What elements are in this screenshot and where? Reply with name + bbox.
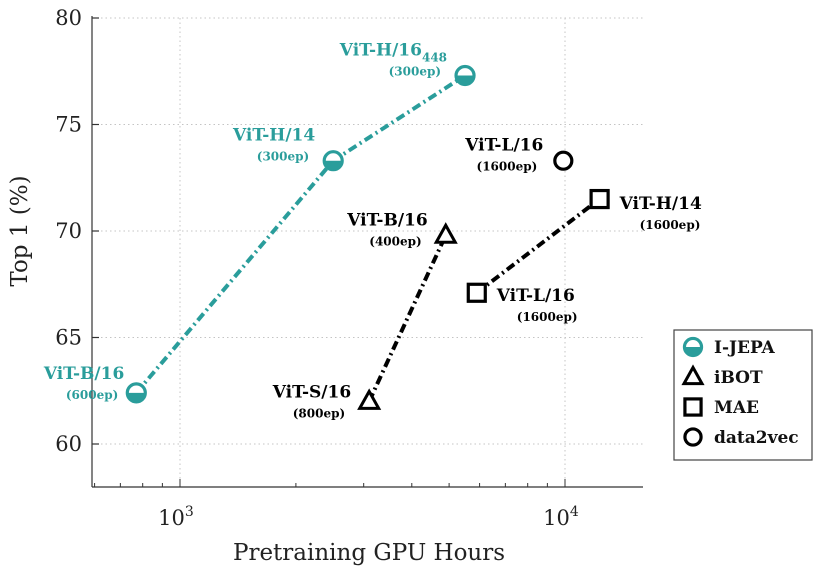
marker-fill [324, 160, 343, 170]
x-tick-base: 10 [543, 506, 570, 530]
circle-marker [553, 150, 574, 171]
half-circle-marker [125, 382, 147, 404]
y-tick-label: 70 [55, 219, 82, 243]
legend-item: data2vec [683, 427, 799, 448]
point-label: ViT-L/16 [496, 286, 575, 306]
point-sublabel: (300ep) [257, 150, 309, 164]
x-tick-label: 104 [543, 504, 579, 530]
point-sublabel: (1600ep) [517, 310, 578, 324]
point-sublabel: (300ep) [389, 65, 441, 79]
legend: I-JEPA iBOT MAE data2vec [673, 329, 813, 461]
triangle-marker [681, 364, 705, 386]
marker-shape [466, 282, 487, 303]
point-label-main: ViT-B/16 [346, 210, 427, 230]
series-line [367, 234, 448, 403]
marker-shape [683, 427, 703, 447]
point-label-main: ViT-H/14 [619, 194, 702, 214]
legend-item: MAE [683, 397, 759, 418]
point-sublabel: (600ep) [66, 388, 118, 402]
point-label-main: ViT-L/16 [464, 136, 543, 156]
square-marker [683, 397, 703, 417]
point-label-main: ViT-B/16 [43, 364, 124, 384]
point-sublabel: (400ep) [369, 234, 421, 248]
legend-label: data2vec [714, 428, 799, 448]
series-data2vec [553, 150, 574, 171]
point-label: ViT-H/16448 [339, 41, 447, 65]
series-i-jepa [125, 64, 476, 404]
triangle-marker [433, 222, 458, 244]
circle-marker [683, 427, 703, 447]
point-label: ViT-L/16 [464, 136, 543, 156]
series-mae [466, 188, 610, 303]
legend-label: iBOT [714, 368, 763, 388]
legend-item: iBOT [681, 364, 763, 388]
point-label: ViT-B/16 [346, 210, 427, 230]
square-marker [466, 282, 487, 303]
point-label-main: ViT-H/16 [339, 41, 422, 61]
point-label-main: ViT-S/16 [272, 382, 351, 402]
y-tick-label: 80 [55, 6, 82, 30]
point-labels: ViT-B/16(600ep)ViT-H/14(300ep)ViT-H/1644… [43, 41, 702, 421]
x-tick-label: 103 [158, 504, 194, 530]
marker-shape [357, 388, 382, 410]
legend-label: I-JEPA [714, 338, 776, 358]
point-label-main: ViT-L/16 [496, 286, 575, 306]
point-label: ViT-S/16 [272, 382, 351, 402]
marker-shape [433, 222, 458, 244]
y-tick-label: 60 [55, 432, 82, 456]
marker-fill [684, 347, 702, 356]
half-circle-marker [682, 336, 704, 358]
marker-shape [681, 364, 705, 386]
point-label-subscript: 448 [422, 51, 447, 65]
x-tick-exponent: 4 [570, 504, 579, 520]
marker-shape [553, 150, 574, 171]
point-sublabel: (800ep) [293, 406, 345, 420]
point-sublabel: (1600ep) [640, 218, 701, 232]
triangle-marker [357, 388, 382, 410]
point-label: ViT-H/14 [232, 126, 315, 146]
point-label-main: ViT-H/14 [232, 126, 315, 146]
x-tick-exponent: 3 [185, 504, 194, 520]
marker-shape [683, 397, 703, 417]
y-tick-label: 65 [55, 326, 82, 350]
half-circle-marker [454, 64, 476, 87]
x-tick-base: 10 [158, 506, 185, 530]
series-layer [125, 64, 610, 410]
x-axis-title: Pretraining GPU Hours [233, 540, 505, 566]
point-label: ViT-B/16 [43, 364, 124, 384]
marker-shape [589, 188, 610, 210]
marker-fill [456, 75, 475, 85]
legend-label: MAE [714, 398, 759, 418]
square-marker [589, 188, 610, 210]
point-sublabel: (1600ep) [477, 160, 538, 174]
series-line [475, 197, 601, 295]
grid-lines [92, 17, 643, 487]
y-axis-title: Top 1 (%) [7, 175, 33, 286]
marker-fill [127, 392, 146, 402]
legend-item: I-JEPA [682, 336, 776, 358]
series-ibot [357, 222, 458, 410]
half-circle-marker [322, 150, 344, 172]
point-label: ViT-H/14 [619, 194, 702, 214]
y-tick-label: 75 [55, 113, 82, 137]
